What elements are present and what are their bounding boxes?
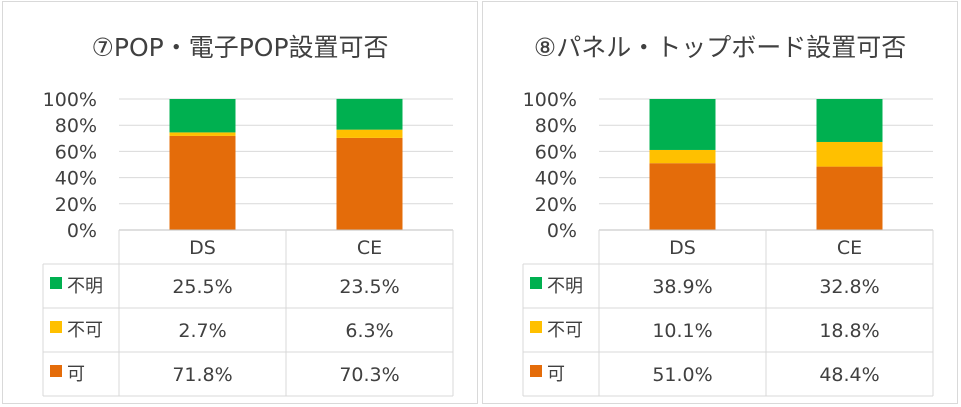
y-tick-label: 0%	[67, 220, 97, 242]
legend-key	[50, 321, 62, 333]
stacked-bar-chart: 0% 20% 40% 60% 80% 100% DS CE 不明 38.9% 32.8% 不可 10.1…	[522, 89, 934, 397]
legend-label: 不明	[67, 276, 103, 297]
bar-segment	[649, 149, 716, 164]
bar-segment	[336, 129, 403, 138]
data-label: 32.8%	[819, 276, 879, 298]
y-tick-label: 40%	[535, 168, 577, 190]
category-label: DS	[669, 237, 696, 259]
category-label: DS	[189, 237, 216, 259]
data-label: 23.5%	[339, 276, 399, 298]
bar-segment	[336, 98, 403, 130]
stacked-bar-chart: 0% 20% 40% 60% 80% 100% DS CE 不明 25.5% 23.5% 不可 2.7%…	[42, 89, 454, 397]
legend-label: 不可	[67, 320, 103, 341]
y-tick-label: 20%	[55, 194, 97, 216]
y-tick-label: 100%	[43, 89, 97, 111]
legend-key	[50, 277, 62, 289]
legend-key	[50, 365, 62, 377]
data-label: 38.9%	[652, 276, 712, 298]
data-label: 6.3%	[345, 320, 393, 342]
y-tick-label: 100%	[523, 89, 577, 111]
legend-key	[530, 277, 542, 289]
bar-segment	[649, 99, 716, 150]
y-tick-label: 60%	[55, 141, 97, 163]
y-tick-label: 40%	[55, 168, 97, 190]
bar-segment	[336, 137, 403, 230]
data-label: 70.3%	[339, 364, 399, 386]
bar-segment	[649, 163, 716, 230]
data-label: 2.7%	[178, 320, 226, 342]
y-tick-label: 60%	[535, 141, 577, 163]
legend-label: 不明	[547, 276, 583, 297]
chart-panel-pop: ⑦POP・電子POP設置可否 0% 20% 40% 60% 80% 100% DS CE 不明 2…	[2, 1, 478, 404]
category-label: CE	[837, 237, 862, 259]
data-label: 71.8%	[172, 364, 232, 386]
bar-segment	[816, 141, 883, 167]
y-tick-label: 80%	[55, 115, 97, 137]
category-label: CE	[357, 237, 382, 259]
bar-segment	[816, 166, 883, 230]
data-label: 25.5%	[172, 276, 232, 298]
y-tick-label: 80%	[535, 115, 577, 137]
data-label: 51.0%	[652, 364, 712, 386]
data-label: 10.1%	[652, 320, 712, 342]
chart-panel-panel-topboard: ⑧パネル・トップボード設置可否 0% 20% 40% 60% 80% 100% DS CE 不明…	[482, 1, 958, 404]
legend-key	[530, 321, 542, 333]
legend-label: 可	[547, 364, 565, 385]
data-label: 18.8%	[819, 320, 879, 342]
y-tick-label: 20%	[535, 194, 577, 216]
bar-segment	[169, 132, 236, 136]
legend-label: 可	[67, 364, 85, 385]
data-label: 48.4%	[819, 364, 879, 386]
legend-label: 不可	[547, 320, 583, 341]
chart-title: ⑧パネル・トップボード設置可否	[533, 33, 907, 62]
chart-title: ⑦POP・電子POP設置可否	[91, 33, 389, 62]
bar-segment	[169, 99, 236, 133]
legend-key	[530, 365, 542, 377]
bar-segment	[169, 135, 236, 230]
bar-segment	[816, 99, 883, 142]
y-tick-label: 0%	[547, 220, 577, 242]
